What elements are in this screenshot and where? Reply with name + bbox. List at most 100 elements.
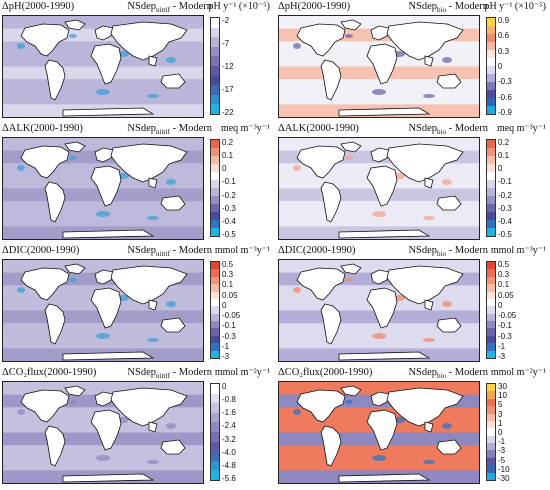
colorbar-segment: [487, 284, 495, 292]
colorbar-segment: [487, 328, 495, 336]
scenario-suffix: - Modern: [446, 123, 488, 134]
anomaly-patch: [17, 287, 25, 293]
panel-header: ΔpH(2000-1990) NSdepnitrif - Modern pH y…: [2, 0, 270, 14]
continent-outline: [320, 425, 342, 467]
colorbar-ticks: 0.2 0.1 0 -0.1 -0.2 -0.3 -0.4 -0.5: [222, 139, 268, 239]
colorbar-tick-label: -0.3: [222, 331, 236, 341]
panel-title: ΔDIC(2000-1990): [278, 245, 356, 256]
map-panel-p7: ΔCO₂flux(2000-1990) NSdepnitrif - Modern…: [0, 366, 270, 484]
unit-label: mmol m⁻²y⁻¹: [214, 367, 270, 378]
continent-outline: [44, 59, 66, 101]
colorbar-segment: [211, 328, 219, 336]
panel-title: ΔCO₂flux(2000-1990): [278, 367, 373, 378]
continent-outline: [340, 141, 362, 153]
colorbar-tick-label: -0.4: [498, 216, 512, 226]
colorbar-segment: [487, 148, 495, 156]
colorbar-segment: [487, 204, 495, 212]
continent-outline: [436, 73, 462, 89]
colorbar-segment: [487, 384, 495, 392]
continent-outline: [62, 351, 155, 361]
continent-outline: [44, 425, 66, 467]
colorbar-segment: [487, 212, 495, 220]
map-panel-p3: ΔALK(2000-1990) NSdepnitrif - Modern meq…: [0, 122, 270, 240]
scenario-name: NSdep: [408, 245, 438, 256]
colorbar-segment: [487, 335, 495, 344]
panel-header: ΔALK(2000-1990) NSdepbio - Modern meq m⁻…: [278, 122, 546, 136]
colorbar-segment: [211, 350, 219, 358]
anomaly-patch: [17, 43, 25, 49]
continent-outline: [44, 181, 66, 223]
colorbar-tick-label: -0.05: [498, 311, 517, 321]
colorbar-segment: [211, 228, 219, 236]
continent-outline: [338, 229, 431, 239]
world-map: [278, 259, 480, 362]
colorbar-segment: [211, 148, 219, 156]
colorbar-segment: [211, 321, 219, 329]
colorbar-segment: [211, 164, 219, 172]
continent-outline: [94, 25, 114, 41]
map-canvas: [3, 16, 203, 117]
scenario-label: NSdepnitrif - Modern: [127, 0, 212, 17]
continent-outline: [20, 267, 70, 301]
colorbar-segment: [487, 98, 495, 106]
scenario-name: NSdep: [127, 123, 156, 134]
colorbar-tick-label: 0: [498, 62, 503, 71]
colorbar-tick-label: -4.8: [222, 460, 236, 470]
continent-outline: [386, 265, 464, 305]
continent-outline: [90, 409, 122, 451]
colorbar-segment: [211, 451, 219, 461]
continent-outline: [320, 303, 342, 345]
colorbar-tick-label: 0: [498, 428, 503, 437]
continent-outline: [94, 391, 114, 407]
continent-outline: [64, 141, 86, 153]
colorbar-segment: [487, 321, 495, 329]
continent-outline: [386, 387, 464, 427]
colorbar-tick-label: -0.1: [222, 321, 236, 331]
colorbar-segment: [211, 18, 219, 28]
colorbar-tick-label: -4.0: [222, 447, 236, 457]
continent-outline: [370, 147, 390, 163]
map-panel-p8: ΔCO₂flux(2000-1990) NSdepbio - Modern mm…: [276, 366, 546, 484]
colorbar-ticks: 30 10 5 3 1 0 -1 -3 -5 -10 -30: [498, 383, 544, 483]
colorbar-tick-label: -0.1: [222, 177, 236, 187]
colorbar-tick-label: -7: [222, 39, 230, 48]
panel-title: ΔpH(2000-1990): [2, 1, 75, 12]
colorbar-segment: [211, 56, 219, 66]
colorbar-segment: [211, 470, 219, 480]
colorbar-segment: [211, 46, 219, 57]
anomaly-patch: [147, 216, 159, 220]
anomaly-patch: [442, 57, 452, 63]
map-panel-p5: ΔDIC(2000-1990) NSdepnitrif - Modern mmo…: [0, 244, 270, 362]
colorbar-tick-label: 0: [498, 300, 503, 310]
colorbar-tick-label: -0.1: [498, 177, 512, 187]
map-panel-p1: ΔpH(2000-1990) NSdepnitrif - Modern pH y…: [0, 0, 270, 118]
continent-outline: [320, 59, 342, 101]
colorbar-segment: [487, 156, 495, 164]
colorbar-segment: [487, 306, 495, 314]
colorbar-segment: [487, 188, 495, 196]
colorbar-segment: [211, 85, 219, 95]
colorbar-tick-label: 0.05: [222, 290, 238, 300]
colorbar-segment: [487, 350, 495, 358]
anomaly-patch: [372, 211, 386, 217]
panel-title: ΔDIC(2000-1990): [2, 245, 80, 256]
anomaly-patch: [345, 156, 353, 160]
continent-outline: [296, 267, 346, 301]
colorbar-tick-label: 0: [222, 300, 227, 310]
continent-outline: [160, 195, 186, 211]
continent-outline: [62, 473, 155, 483]
colorbar-tick-label: -3.2: [222, 434, 236, 444]
colorbar-segment: [211, 140, 219, 148]
scenario-subscript: bio: [437, 6, 446, 15]
colorbar: [486, 17, 496, 115]
world-map: [2, 381, 204, 484]
colorbar-segment: [487, 34, 495, 42]
colorbar-tick-label: -2: [222, 16, 230, 25]
scenario-label: NSdepbio - Modern: [408, 122, 488, 139]
continent-outline: [366, 409, 398, 451]
map-panel-p4: ΔALK(2000-1990) NSdepbio - Modern meq m⁻…: [276, 122, 546, 240]
panel-header: ΔDIC(2000-1990) NSdepbio - Modern mmol m…: [278, 244, 546, 258]
colorbar-segment: [487, 90, 495, 98]
continent-outline: [148, 421, 158, 433]
colorbar-tick-label: -0.6: [498, 92, 512, 102]
